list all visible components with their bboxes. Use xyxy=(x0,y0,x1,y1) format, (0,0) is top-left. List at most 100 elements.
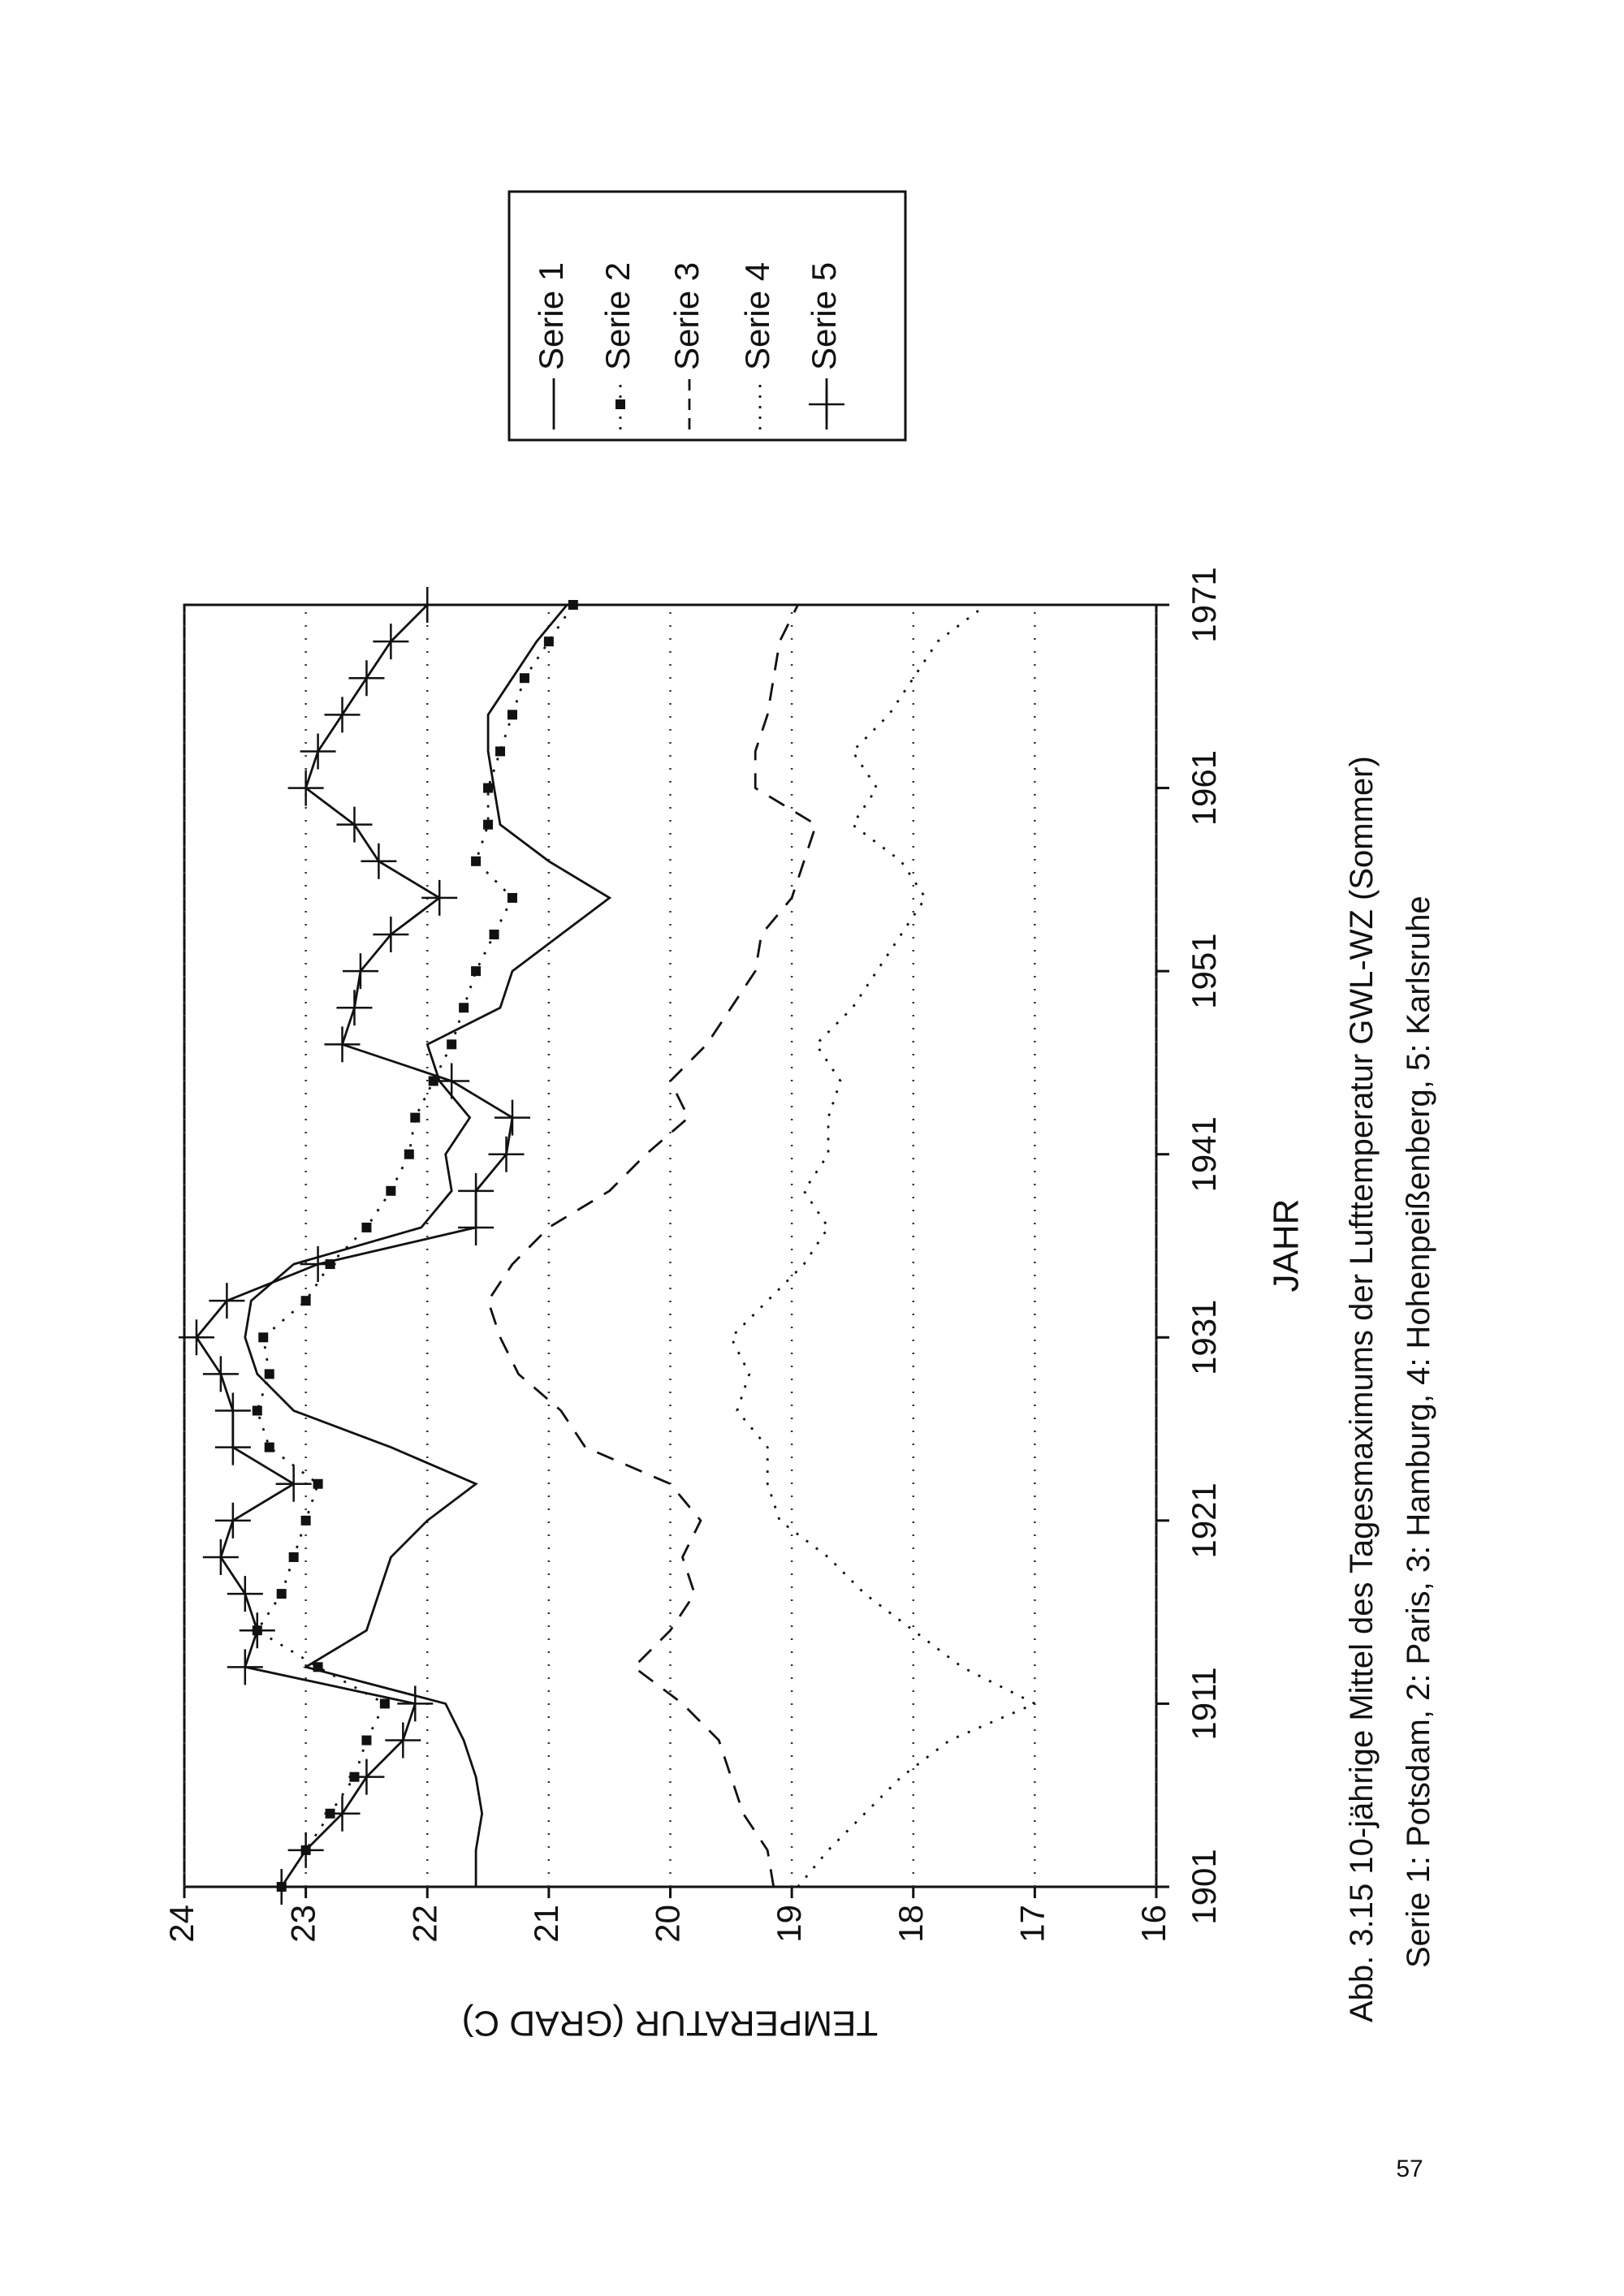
marker xyxy=(373,624,409,660)
marker xyxy=(264,1369,274,1379)
marker xyxy=(361,1222,372,1232)
marker xyxy=(264,1442,274,1452)
series-line xyxy=(195,604,514,1888)
marker xyxy=(361,843,397,879)
marker xyxy=(287,1832,324,1868)
y-tick-label: 24 xyxy=(162,1905,201,1943)
x-tick-label: 1911 xyxy=(1185,1667,1223,1740)
marker xyxy=(214,1429,251,1465)
marker xyxy=(214,1502,251,1539)
marker xyxy=(348,660,385,697)
marker xyxy=(288,1552,299,1562)
marker xyxy=(276,1589,287,1599)
marker xyxy=(227,1649,263,1685)
marker xyxy=(178,1319,214,1356)
marker xyxy=(459,1003,469,1013)
marker xyxy=(519,673,529,684)
marker xyxy=(324,1026,361,1063)
caption-line: Abb. 3.15 10-jährige Mittel des Tagesmax… xyxy=(1344,756,1380,2022)
legend-label: Serie 2 xyxy=(598,262,637,370)
marker xyxy=(300,1296,311,1306)
marker xyxy=(471,856,482,866)
marker xyxy=(488,1136,525,1172)
marker xyxy=(458,1172,495,1209)
marker xyxy=(507,892,517,903)
marker xyxy=(489,930,499,940)
legend-label: Serie 1 xyxy=(532,262,570,370)
y-tick-label: 22 xyxy=(405,1905,443,1943)
y-axis-title: TEMPERATUR (GRAD C) xyxy=(462,2003,879,2043)
x-tick-label: 1961 xyxy=(1185,750,1223,826)
marker xyxy=(543,637,554,647)
y-tick-label: 21 xyxy=(527,1905,565,1943)
x-tick-label: 1941 xyxy=(1185,1116,1223,1192)
y-tick-label: 23 xyxy=(284,1905,322,1943)
marker xyxy=(300,733,336,770)
marker xyxy=(495,746,506,757)
y-tick-label: 20 xyxy=(649,1905,687,1943)
marker xyxy=(324,697,361,733)
series-line xyxy=(486,604,818,1888)
marker xyxy=(404,1149,414,1159)
marker xyxy=(252,1405,262,1416)
marker xyxy=(227,1576,263,1612)
marker xyxy=(397,1685,434,1722)
marker xyxy=(287,770,324,806)
marker xyxy=(421,879,458,916)
caption-line: Serie 1: Potsdam, 2: Paris, 3: Hamburg, … xyxy=(1401,896,1436,1968)
marker xyxy=(239,1612,275,1649)
y-tick-label: 18 xyxy=(892,1905,930,1943)
marker xyxy=(507,710,517,720)
x-tick-label: 1931 xyxy=(1185,1300,1223,1375)
y-tick-label: 17 xyxy=(1013,1905,1051,1943)
marker xyxy=(361,1735,372,1746)
marker xyxy=(434,1063,470,1099)
x-tick-label: 1951 xyxy=(1185,933,1223,1008)
x-tick-label: 1971 xyxy=(1185,567,1223,642)
series-line xyxy=(729,603,1038,1888)
marker xyxy=(458,1209,495,1245)
marker xyxy=(300,1515,311,1526)
marker xyxy=(494,1099,530,1136)
marker xyxy=(568,600,578,610)
marker xyxy=(342,953,378,990)
marker xyxy=(386,1185,396,1196)
marker xyxy=(483,819,494,830)
series-line xyxy=(244,604,612,1887)
legend-box xyxy=(508,190,907,442)
marker xyxy=(373,917,409,953)
marker xyxy=(348,1759,385,1795)
marker xyxy=(313,1478,323,1489)
marker xyxy=(385,1722,421,1759)
marker xyxy=(324,1795,361,1832)
marker xyxy=(409,587,446,623)
marker xyxy=(214,1392,251,1429)
page-number: 57 xyxy=(1396,2156,1423,2182)
marker xyxy=(336,990,373,1026)
marker xyxy=(410,1112,421,1123)
marker xyxy=(615,399,625,409)
marker xyxy=(258,1332,269,1343)
marker xyxy=(471,966,482,977)
chart: JAHR TEMPERATUR (GRAD C) Abb. 3.15 10-jä… xyxy=(162,190,1436,2043)
marker xyxy=(202,1356,239,1392)
marker xyxy=(447,1039,457,1050)
x-axis-title: JAHR xyxy=(1267,1199,1307,1293)
legend-label: Serie 3 xyxy=(667,262,706,370)
legend-label: Serie 4 xyxy=(738,262,776,370)
marker xyxy=(300,1246,336,1283)
marker xyxy=(379,1698,390,1709)
marker xyxy=(275,1465,312,1502)
marker xyxy=(313,1662,323,1672)
legend-label: Serie 5 xyxy=(805,262,843,370)
marker xyxy=(263,1869,300,1905)
marker xyxy=(336,806,373,843)
marker xyxy=(209,1283,245,1319)
x-tick-label: 1901 xyxy=(1185,1849,1223,1924)
y-tick-label: 19 xyxy=(770,1905,808,1943)
marker xyxy=(202,1539,239,1575)
x-tick-label: 1921 xyxy=(1185,1482,1223,1558)
marker xyxy=(428,1076,438,1086)
